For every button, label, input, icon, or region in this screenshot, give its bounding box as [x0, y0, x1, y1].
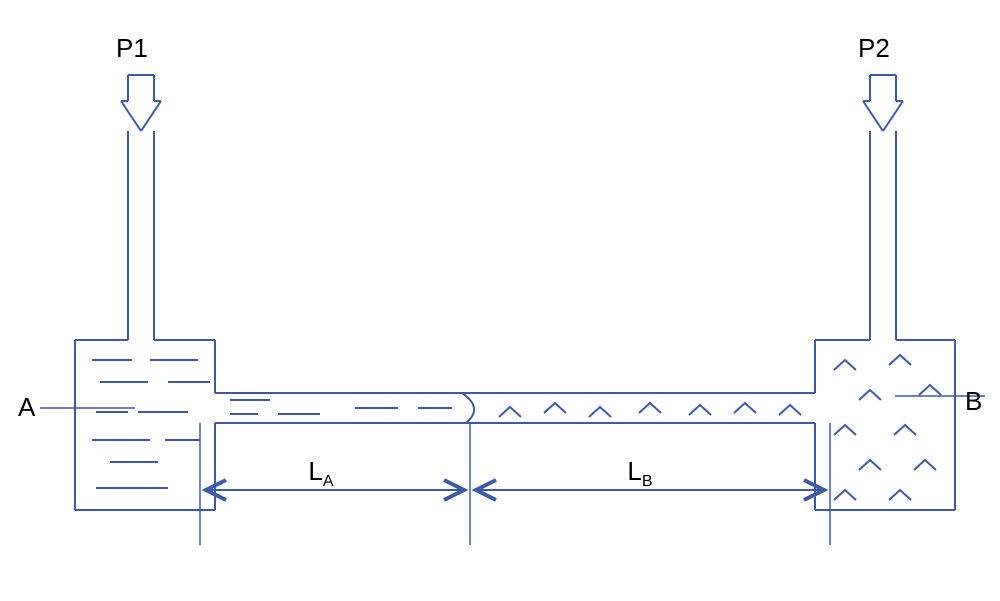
fluid-B-mark — [734, 403, 756, 413]
reservoir-A — [75, 340, 215, 510]
fluid-B-mark — [919, 385, 941, 395]
label-P2: P2 — [858, 33, 890, 63]
fluid-B-mark — [499, 407, 521, 417]
fluid-B-mark — [589, 407, 611, 417]
fluid-interface-diagram: P1 P2 A B LA LB — [0, 0, 1000, 601]
fluid-B-mark — [889, 490, 911, 500]
piston-P1 — [108, 75, 174, 340]
fluid-B-mark — [834, 425, 856, 435]
reservoir-B — [815, 340, 955, 510]
fluid-B-mark — [859, 460, 881, 470]
piston-P2 — [850, 75, 916, 340]
fluid-interface — [462, 393, 474, 423]
fluid-B-mark — [834, 490, 856, 500]
fluid-B-mark — [834, 360, 856, 370]
fluid-B-mark — [779, 405, 801, 415]
label-A: A — [18, 392, 36, 422]
fluid-B-mark — [689, 405, 711, 415]
label-B: B — [965, 386, 982, 416]
fluid-B-mark — [859, 390, 881, 400]
fluid-B-mark — [894, 425, 916, 435]
label-P1: P1 — [116, 33, 148, 63]
fluid-B-mark — [544, 403, 566, 413]
fluid-B-mark — [639, 403, 661, 413]
label-LA: LA — [308, 456, 333, 490]
label-LB: LB — [627, 456, 652, 490]
fluid-B-mark — [889, 355, 911, 365]
fluid-B-mark — [914, 460, 936, 470]
